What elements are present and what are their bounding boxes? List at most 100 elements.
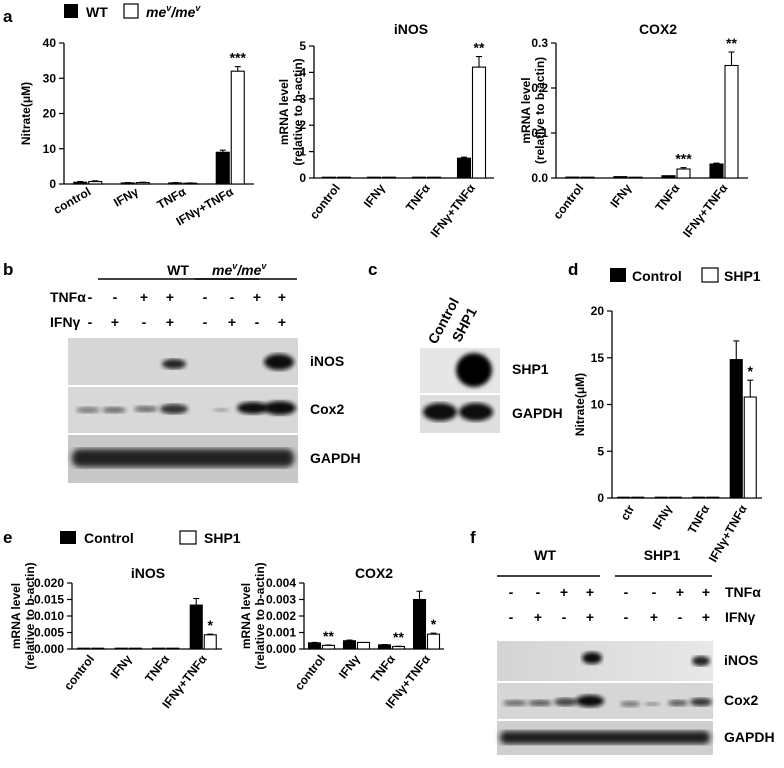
y-tick-label: 0: [597, 491, 604, 505]
sign-ifng-6: -: [678, 609, 683, 625]
sign-ifng-6: -: [255, 314, 260, 330]
sign-tnfa-7: +: [278, 289, 286, 305]
sign-ifng-0: -: [509, 609, 514, 625]
y-tick-label: 40: [43, 36, 57, 50]
bar-control-0: [307, 642, 322, 650]
y-tick-label: 10: [591, 398, 605, 412]
bar-shp1-0: [91, 647, 105, 650]
chart-title: iNOS: [394, 21, 428, 37]
legend-a: WT mev/mev: [64, 3, 201, 20]
blot-b-band-cox2-2: [134, 406, 158, 412]
chart-e-inos: 0.000 0.005 0.010 0.015 0.020 mRNA level (rela…: [9, 562, 222, 711]
legend-a-mut-label: mev/mev: [146, 3, 201, 20]
bar-shp1-1: [128, 647, 142, 650]
y-axis-label: mRNA level: [239, 583, 253, 649]
x-tick-label: IFNγ: [336, 652, 363, 681]
y-tick-label: 30: [43, 71, 57, 85]
bar-control-2: [377, 644, 392, 650]
y-tick-label: 4: [299, 65, 306, 79]
significance-mark: **: [393, 629, 404, 645]
bar-shp1-1: [668, 496, 682, 499]
panel-letter-c: c: [368, 260, 377, 279]
blot-c-band-gapdh-0: [423, 403, 457, 421]
bar-shp1-0: [321, 644, 336, 650]
blot-b-band-cox2-0: [76, 407, 100, 413]
sign-tnfa-4: -: [203, 289, 208, 305]
chart-title: iNOS: [131, 565, 165, 581]
legend-e: Control SHP1: [60, 530, 241, 546]
y-tick-label: 5: [597, 444, 604, 458]
blot-f-band-cox2-4: [620, 701, 640, 707]
y-tick-label: 0.2: [531, 81, 548, 95]
blot-b-band-cox2-1: [102, 407, 126, 413]
y-tick-label: 0.000: [266, 642, 296, 656]
blot-c-band-shp1: [456, 353, 492, 387]
legend-a-wt-label: WT: [86, 4, 108, 20]
blot-f-band-cox2-7: [690, 698, 712, 706]
blot-b-band-inos-3: [162, 359, 186, 369]
x-tick-label: control: [61, 652, 97, 693]
y-axis-label: Nitrate(μM): [573, 373, 587, 436]
bar-meme-2: [426, 176, 442, 179]
significance-mark: *: [208, 617, 214, 633]
y-tick-label: 0.003: [266, 593, 296, 607]
sign-ifng-0: -: [88, 314, 93, 330]
blot-f-band-cox2-0: [503, 700, 527, 706]
blot-b-signs: - - + + - - + + - + - + - + - +: [88, 289, 286, 330]
x-tick-label: TNFα: [685, 502, 713, 536]
significance-mark: **: [726, 35, 737, 51]
sign-ifng-2: -: [562, 609, 567, 625]
blot-f-row-tnfa: TNFα: [725, 584, 761, 600]
y-axis-label: (relative to b-actin): [253, 562, 267, 669]
x-tick-label: IFNγ+TNFα: [428, 181, 479, 240]
y-axis-label: mRNA level: [277, 79, 291, 145]
y-tick-label: 0.0: [531, 171, 548, 185]
bar-meme-0: [580, 176, 595, 179]
y-tick-label: 0.000: [34, 642, 64, 656]
y-tick-label: 20: [43, 107, 57, 121]
bar-wt-0: [73, 181, 88, 185]
sign-ifng-1: +: [534, 609, 542, 625]
sign-ifng-5: +: [228, 314, 236, 330]
bar-control-1: [342, 640, 357, 650]
bar-wt-3: [456, 157, 472, 179]
legend-d-shp1-label: SHP1: [724, 268, 761, 284]
bar-meme-3: [471, 66, 487, 179]
panel-letter-e: e: [3, 528, 12, 547]
significance-mark: ***: [230, 50, 247, 66]
blot-f-band-cox2-2: [554, 698, 578, 706]
legend-a-wt-swatch: [64, 4, 78, 18]
x-tick-label: IFNγ: [111, 184, 141, 209]
y-tick-label: 0.3: [531, 36, 548, 50]
y-tick-label: 0.002: [266, 609, 296, 623]
blot-f-band-cox2-1: [528, 700, 552, 706]
sign-tnfa-3: +: [166, 289, 174, 305]
legend-d-control-label: Control: [632, 268, 682, 284]
sign-tnfa-3: +: [586, 584, 594, 600]
y-tick-label: 0.1: [531, 126, 548, 140]
sign-tnfa-5: -: [652, 584, 657, 600]
blot-f-band-cox2-6: [668, 700, 688, 706]
bar-shp1-2: [166, 647, 180, 650]
bar-wt-3: [709, 163, 724, 179]
bar-control-2: [692, 496, 706, 499]
sign-tnfa-5: -: [230, 289, 235, 305]
significance-mark: *: [748, 363, 754, 379]
sign-ifng-2: -: [142, 314, 147, 330]
panel-letter-f: f: [470, 528, 476, 547]
blot-b-band-cox2-3: [160, 404, 188, 414]
significance-mark: **: [323, 628, 334, 644]
bar-shp1-3: [426, 633, 441, 650]
legend-e-shp1-label: SHP1: [204, 530, 241, 546]
bar-meme-3: [724, 64, 739, 179]
significance-mark: **: [474, 40, 485, 56]
y-axis-label: (relative to b-actin): [291, 58, 305, 165]
bar-wt-1: [366, 176, 382, 179]
blot-f-band-inos-3: [582, 652, 602, 664]
bar-meme-1: [135, 182, 150, 185]
sign-ifng-3: +: [586, 609, 594, 625]
bar-control-3: [729, 359, 743, 499]
blot-f-signs: - - + + - - + + - + - + - + - +: [509, 584, 710, 625]
